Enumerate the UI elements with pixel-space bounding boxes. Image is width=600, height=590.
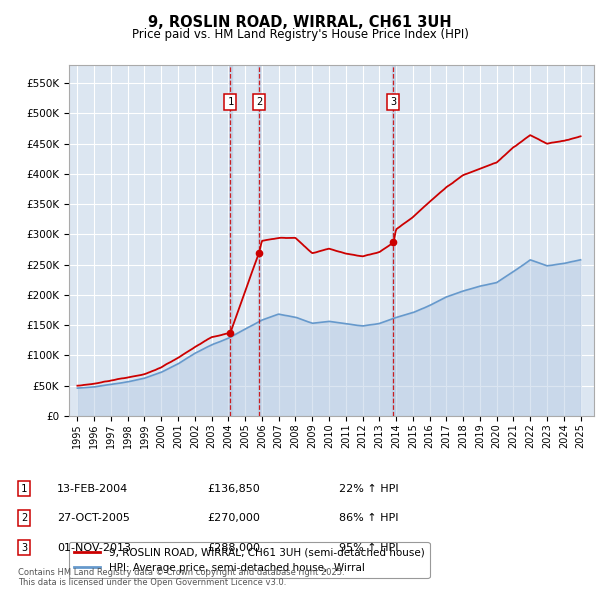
Text: 13-FEB-2004: 13-FEB-2004	[57, 484, 128, 493]
Text: £136,850: £136,850	[207, 484, 260, 493]
Text: Contains HM Land Registry data © Crown copyright and database right 2025.
This d: Contains HM Land Registry data © Crown c…	[18, 568, 344, 587]
Bar	[392, 65, 395, 416]
Text: 27-OCT-2005: 27-OCT-2005	[57, 513, 130, 523]
Text: Price paid vs. HM Land Registry's House Price Index (HPI): Price paid vs. HM Land Registry's House …	[131, 28, 469, 41]
Text: 01-NOV-2013: 01-NOV-2013	[57, 543, 131, 552]
Bar	[229, 65, 232, 416]
Text: £270,000: £270,000	[207, 513, 260, 523]
Text: 3: 3	[21, 543, 27, 552]
Text: 95% ↑ HPI: 95% ↑ HPI	[339, 543, 398, 552]
Text: 2: 2	[21, 513, 27, 523]
Bar	[257, 65, 260, 416]
Legend: 9, ROSLIN ROAD, WIRRAL, CH61 3UH (semi-detached house), HPI: Average price, semi: 9, ROSLIN ROAD, WIRRAL, CH61 3UH (semi-d…	[69, 542, 430, 578]
Text: 22% ↑ HPI: 22% ↑ HPI	[339, 484, 398, 493]
Text: 86% ↑ HPI: 86% ↑ HPI	[339, 513, 398, 523]
Text: 2: 2	[256, 97, 262, 107]
Text: 9, ROSLIN ROAD, WIRRAL, CH61 3UH: 9, ROSLIN ROAD, WIRRAL, CH61 3UH	[148, 15, 452, 30]
Text: £288,000: £288,000	[207, 543, 260, 552]
Text: 3: 3	[390, 97, 397, 107]
Text: 1: 1	[227, 97, 233, 107]
Text: 1: 1	[21, 484, 27, 493]
